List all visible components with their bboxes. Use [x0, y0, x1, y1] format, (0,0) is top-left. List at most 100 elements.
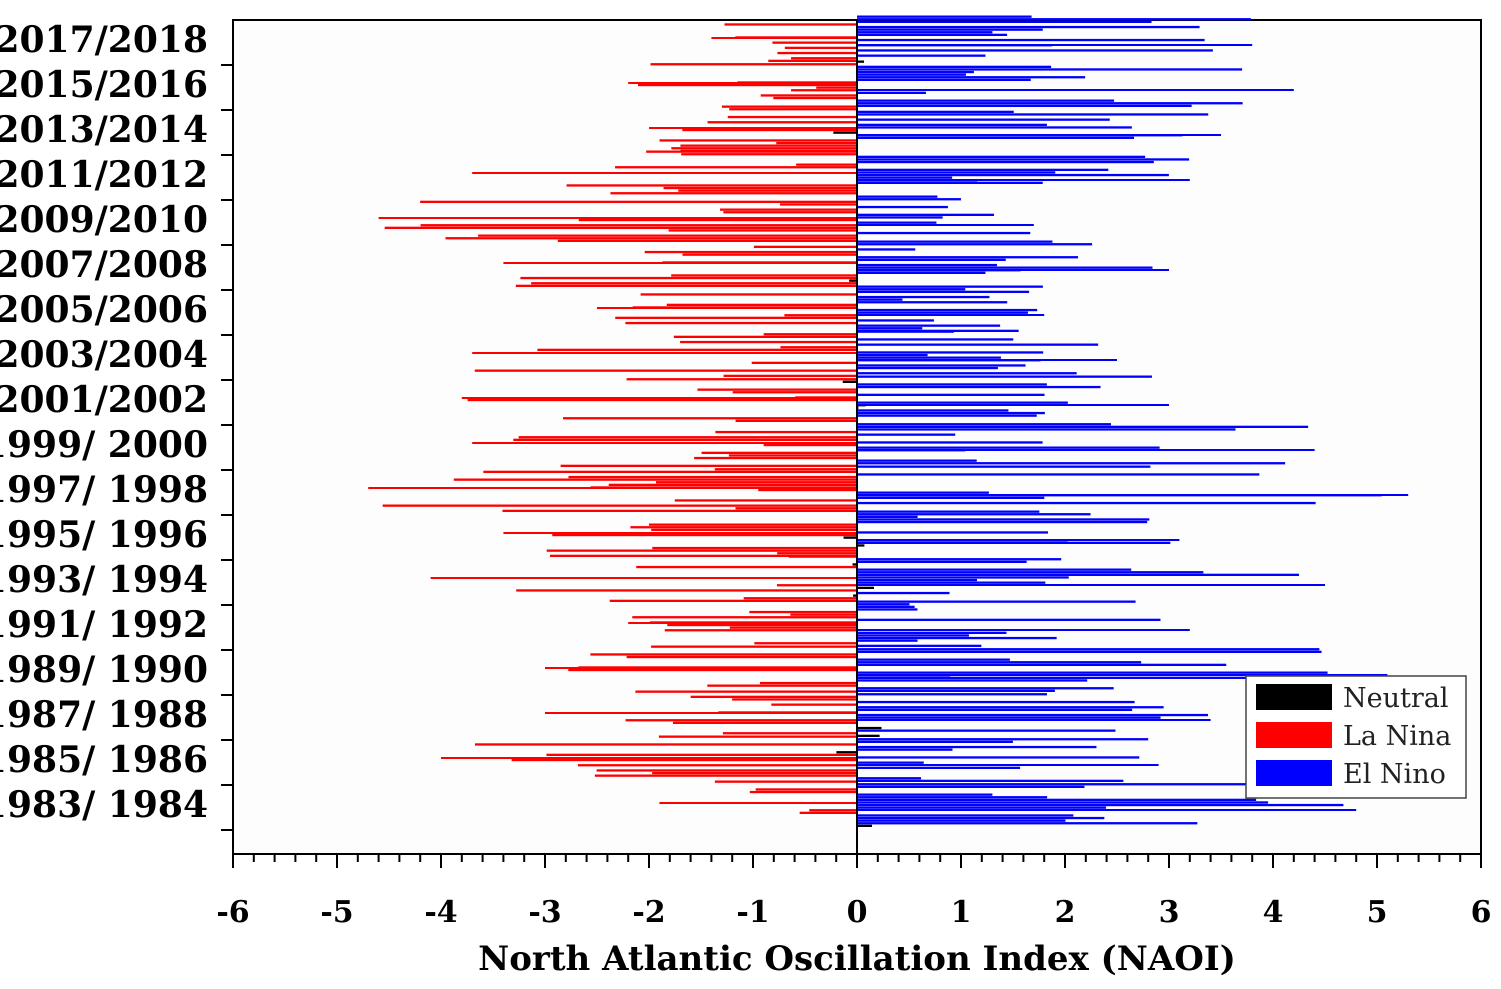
season-bars-14	[545, 645, 1388, 692]
la-nina-bar	[755, 788, 857, 791]
el-nino-bar	[857, 181, 1043, 184]
la-nina-bar	[638, 83, 857, 87]
la-nina-bar	[777, 552, 857, 555]
el-nino-bar	[857, 433, 956, 436]
la-nina-bar	[772, 41, 857, 44]
el-nino-bar	[857, 31, 993, 34]
el-nino-bar	[857, 777, 922, 780]
la-nina-bar	[759, 681, 857, 685]
la-nina-extreme-bar	[378, 217, 857, 219]
la-nina-bar	[796, 163, 857, 166]
el-nino-extreme-bar	[857, 359, 1117, 361]
el-nino-bar	[857, 102, 1243, 105]
el-nino-bar	[857, 319, 934, 322]
el-nino-bar	[857, 785, 1085, 788]
season-bars-10	[368, 465, 1409, 512]
la-nina-bar	[663, 186, 857, 190]
el-nino-bar	[857, 568, 1132, 571]
la-nina-bar	[799, 811, 857, 814]
la-nina-bar	[771, 703, 857, 706]
la-nina-bar	[668, 229, 857, 232]
el-nino-bar	[857, 171, 1056, 174]
el-nino-bar	[857, 65, 1052, 68]
legend-label: Neutral	[1343, 683, 1448, 714]
el-nino-extreme-bar	[857, 539, 1180, 541]
el-nino-bar	[857, 658, 1010, 661]
la-nina-bar	[763, 443, 857, 447]
el-nino-bar	[857, 676, 1387, 679]
la-nina-bar	[749, 610, 857, 614]
season-bars-8	[461, 375, 1169, 422]
la-nina-bar	[779, 203, 857, 206]
la-nina-bar	[682, 128, 857, 132]
el-nino-bar	[857, 636, 1057, 640]
la-nina-extreme-bar	[368, 487, 857, 489]
season-bars-6	[597, 285, 1045, 332]
la-nina-bar	[784, 314, 857, 317]
la-nina-bar	[758, 488, 857, 492]
la-nina-bar	[420, 224, 857, 227]
el-nino-bar	[857, 258, 1006, 261]
el-nino-bar	[857, 176, 953, 179]
la-nina-bar	[701, 451, 857, 454]
el-nino-bar	[857, 531, 1049, 534]
el-nino-bar	[857, 819, 1066, 822]
el-nino-bar	[857, 99, 1115, 102]
la-nina-bar	[445, 237, 857, 240]
y-tick-label: 1993/ 1994	[0, 559, 208, 601]
la-nina-bar	[724, 23, 857, 26]
la-nina-bar	[743, 597, 857, 600]
la-nina-bar	[667, 623, 857, 627]
neutral-bar	[843, 536, 857, 539]
la-nina-extreme-bar	[545, 667, 857, 669]
la-nina-bar	[694, 456, 857, 460]
el-nino-extreme-bar	[857, 314, 1045, 316]
el-nino-bar	[857, 661, 1142, 664]
la-nina-extreme-bar	[628, 622, 857, 624]
el-nino-bar	[857, 414, 1037, 417]
el-nino-bar	[857, 301, 1008, 304]
el-nino-bar	[857, 706, 1164, 709]
la-nina-bar	[531, 282, 857, 285]
season-bars-15	[545, 690, 1211, 737]
el-nino-bar	[857, 70, 974, 74]
el-nino-bar	[857, 806, 1107, 809]
el-nino-bar	[857, 425, 1309, 428]
la-nina-bar	[630, 526, 857, 529]
el-nino-bar	[857, 123, 1047, 126]
neutral-bar	[857, 726, 882, 730]
el-nino-bar	[857, 78, 1031, 81]
la-nina-extreme-bar	[503, 262, 857, 264]
la-nina-bar	[788, 555, 857, 558]
el-nino-bar	[857, 510, 1040, 513]
la-nina-bar	[682, 253, 857, 256]
el-nino-bar	[857, 20, 1152, 23]
el-nino-bar	[857, 783, 1266, 786]
season-bars-1	[628, 60, 1294, 107]
el-nino-bar	[857, 173, 1169, 177]
el-nino-bar	[857, 679, 1088, 682]
el-nino-bar	[857, 496, 1045, 499]
y-tick-label: 1989/ 1990	[0, 649, 208, 691]
el-nino-bar	[857, 603, 910, 606]
la-nina-bar	[678, 189, 857, 192]
la-nina-bar	[626, 655, 857, 659]
el-nino-bar	[857, 54, 986, 57]
el-nino-bar	[857, 446, 1160, 449]
el-nino-bar	[857, 240, 1053, 243]
el-nino-bar	[857, 441, 1043, 444]
el-nino-bar	[857, 104, 1192, 107]
el-nino-bar	[857, 766, 1021, 769]
la-nina-bar	[650, 63, 857, 66]
la-nina-bar	[513, 438, 857, 441]
y-tick-label: 1999/ 2000	[0, 424, 208, 466]
neutral-bar	[857, 734, 880, 737]
x-tick-label: -1	[736, 895, 769, 930]
la-nina-bar	[735, 419, 857, 422]
el-nino-bar	[857, 716, 1161, 719]
la-nina-bar	[777, 51, 857, 55]
season-bars-13	[628, 600, 1190, 647]
el-nino-bar	[857, 634, 969, 637]
el-nino-bar	[857, 501, 1316, 505]
la-nina-bar	[546, 753, 857, 756]
